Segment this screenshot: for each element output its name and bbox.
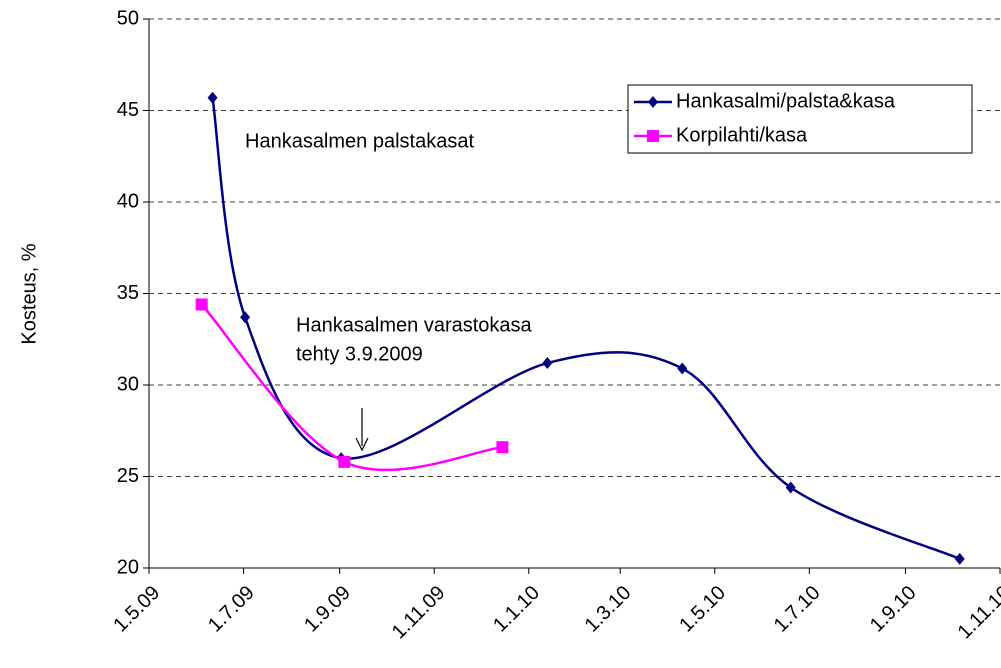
legend-label: Hankasalmi/palsta&kasa xyxy=(676,90,896,112)
x-tick-label: 1.9.10 xyxy=(866,582,921,637)
legend-box xyxy=(627,84,973,154)
y-tick-label: 25 xyxy=(117,465,139,487)
y-tick-label: 50 xyxy=(117,7,139,29)
annotation: tehty 3.9.2009 xyxy=(296,343,423,365)
marker xyxy=(240,311,251,324)
y-tick-label: 30 xyxy=(117,373,139,395)
marker xyxy=(496,441,509,454)
x-tick-label: 1.5.09 xyxy=(109,582,164,637)
annotation-arrowhead xyxy=(355,437,369,452)
y-tick-label: 45 xyxy=(117,99,139,121)
x-tick-label: 1.1.10 xyxy=(489,582,544,637)
x-tick-label: 1.5.10 xyxy=(675,582,730,637)
annotation: Hankasalmen varastokasa xyxy=(296,314,533,336)
y-tick-label: 35 xyxy=(117,282,139,304)
x-tick-label: 1.7.09 xyxy=(204,582,259,637)
marker xyxy=(338,455,351,468)
y-tick-label: 40 xyxy=(117,190,139,212)
y-tick-label: 20 xyxy=(117,556,139,578)
legend-marker xyxy=(647,130,659,142)
x-tick-label: 1.9.09 xyxy=(300,582,355,637)
x-tick-label: 1.7.10 xyxy=(770,582,825,637)
legend-marker xyxy=(648,96,658,108)
x-tick-label: 1.11.10 xyxy=(954,582,1001,644)
marker xyxy=(677,362,688,375)
marker xyxy=(195,298,208,311)
annotation: Hankasalmen palstakasat xyxy=(245,130,474,152)
marker xyxy=(954,552,965,565)
marker xyxy=(542,357,553,370)
y-axis-label: Kosteus, % xyxy=(18,243,40,344)
marker xyxy=(785,481,796,494)
marker xyxy=(207,91,218,104)
x-tick-label: 1.11.09 xyxy=(388,582,450,644)
x-tick-label: 1.3.10 xyxy=(581,582,636,637)
legend-label: Korpilahti/kasa xyxy=(676,124,808,146)
